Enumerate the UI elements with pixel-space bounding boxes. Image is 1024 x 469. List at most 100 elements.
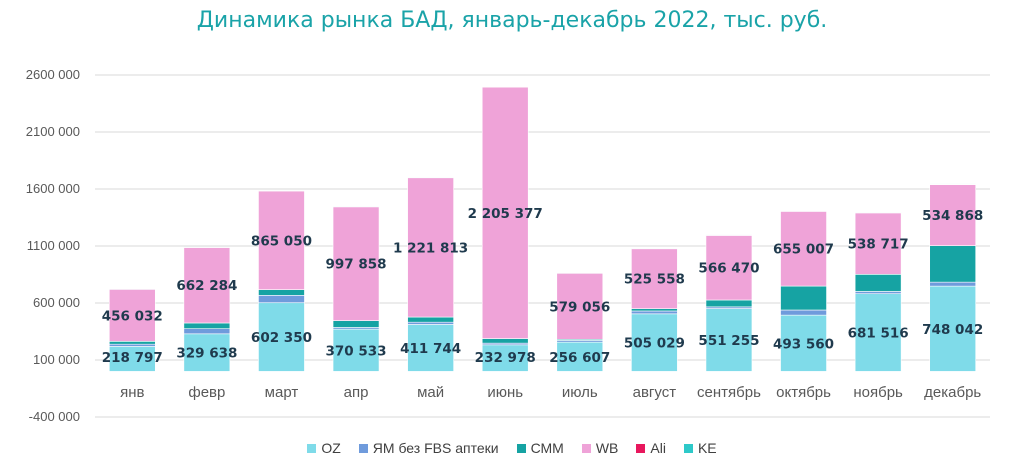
legend-label: WB <box>595 440 619 456</box>
legend-item: OZ <box>307 440 341 456</box>
bar-segment <box>929 285 977 372</box>
bar-segment <box>258 289 305 296</box>
legend-item: KE <box>683 440 717 456</box>
data-label-oz: 493 560 <box>773 336 834 352</box>
bar-segment <box>780 314 827 372</box>
bar-segment <box>183 322 231 329</box>
data-label-oz: 551 255 <box>698 333 759 349</box>
x-tick-label: сентябрь <box>697 384 761 401</box>
data-label-wb: 579 056 <box>549 299 610 315</box>
bar-segment <box>332 320 380 328</box>
y-tick-label: 2100 000 <box>26 124 80 139</box>
data-label-oz: 232 978 <box>475 350 536 366</box>
bar-segment <box>929 245 977 283</box>
y-tick-label: 2600 000 <box>26 67 80 82</box>
bar-segment <box>780 309 827 316</box>
data-label-wb: 865 050 <box>251 233 312 249</box>
legend-item: ЯМ без FBS аптеки <box>358 440 499 456</box>
bar-segment <box>929 184 977 246</box>
data-label-wb: 655 007 <box>773 242 834 258</box>
data-label-wb: 566 470 <box>698 261 759 277</box>
legend-swatch <box>581 443 591 453</box>
data-label-wb: 1 221 813 <box>393 240 468 256</box>
x-tick-label: июнь <box>487 384 523 401</box>
bar-segment <box>854 274 902 292</box>
bar-segment <box>258 302 305 372</box>
bar-segment <box>108 289 156 342</box>
y-tick-label: 1100 000 <box>27 238 80 253</box>
data-label-wb: 538 717 <box>848 237 909 253</box>
bar-segment <box>631 310 678 315</box>
bar-segment <box>631 248 678 309</box>
bar-segment <box>556 341 604 372</box>
bar-segment <box>183 247 231 324</box>
bar-segment <box>481 86 529 339</box>
data-label-wb: 456 032 <box>102 308 163 324</box>
data-label-oz: 681 516 <box>848 326 909 342</box>
x-tick-label: декабрь <box>924 384 981 401</box>
data-label-oz: 218 797 <box>102 350 163 366</box>
data-label-wb: 997 858 <box>326 257 387 273</box>
y-tick-label: 100 000 <box>33 352 80 367</box>
bar-segment <box>407 324 454 372</box>
axis-labels-layer: -400 000 100 000 600 000 1100 000 1600 000 21… <box>26 67 982 424</box>
y-tick-label: -400 000 <box>29 409 80 424</box>
bar-segment <box>780 285 827 311</box>
bar-segment <box>407 316 454 323</box>
data-label-oz: 411 744 <box>400 341 461 357</box>
bar-segment <box>481 338 529 344</box>
x-tick-label: ноябрь <box>853 384 903 401</box>
data-label-oz: 329 638 <box>176 346 237 362</box>
chart-title: Динамика рынка БАД, январь-декабрь 2022,… <box>196 8 828 33</box>
legend-item: СММ <box>516 440 564 456</box>
legend-label: ЯМ без FBS аптеки <box>372 440 499 456</box>
x-tick-label: апр <box>344 384 369 401</box>
data-label-wb: 662 284 <box>176 278 237 294</box>
bars-layer <box>108 86 977 372</box>
x-tick-label: янв <box>120 384 144 401</box>
x-tick-label: июль <box>562 384 598 401</box>
bar-segment <box>854 291 902 295</box>
x-tick-label: март <box>265 384 299 401</box>
grid-layer <box>95 74 990 418</box>
data-label-wb: 525 558 <box>624 272 685 288</box>
bar-segment <box>556 272 604 340</box>
y-tick-label: 1600 000 <box>26 181 80 196</box>
data-label-oz: 748 042 <box>922 322 983 338</box>
legend: OZ ЯМ без FBS аптеки СММ WB Ali KE <box>0 440 1024 456</box>
bar-segment <box>705 299 753 308</box>
x-tick-label: май <box>417 384 444 401</box>
bar-segment <box>929 281 977 287</box>
y-tick-label: 600 000 <box>33 295 80 310</box>
bar-segment <box>258 295 305 304</box>
bar-segment <box>407 177 454 318</box>
bar-segment <box>108 343 156 347</box>
data-label-oz: 602 350 <box>251 330 312 346</box>
legend-swatch <box>307 443 317 453</box>
legend-label: Ali <box>650 440 666 456</box>
x-tick-label: февр <box>188 384 225 401</box>
legend-label: KE <box>697 440 717 456</box>
x-tick-label: октябрь <box>776 384 831 401</box>
legend-label: OZ <box>321 440 341 456</box>
legend-item: WB <box>581 440 619 456</box>
bar-segment <box>481 344 529 372</box>
data-label-oz: 370 533 <box>326 343 387 359</box>
bar-segment <box>183 333 231 372</box>
data-label-oz: 256 607 <box>549 350 610 366</box>
data-label-wb: 534 868 <box>922 208 983 224</box>
bar-segment <box>631 313 678 372</box>
legend-swatch <box>636 443 646 453</box>
legend-swatch <box>516 443 526 453</box>
legend-item: Ali <box>636 440 666 456</box>
bar-segment <box>705 235 753 301</box>
bar-segment <box>108 341 156 345</box>
data-label-wb: 2 205 377 <box>468 206 543 222</box>
bar-segment <box>854 212 902 275</box>
legend-swatch <box>358 443 368 453</box>
data-labels-layer: 218 797 456 032 329 638 662 284 602 350 865 0… <box>102 206 983 366</box>
legend-swatch <box>683 443 693 453</box>
bar-segment <box>854 293 902 372</box>
bar-segment <box>929 183 977 185</box>
